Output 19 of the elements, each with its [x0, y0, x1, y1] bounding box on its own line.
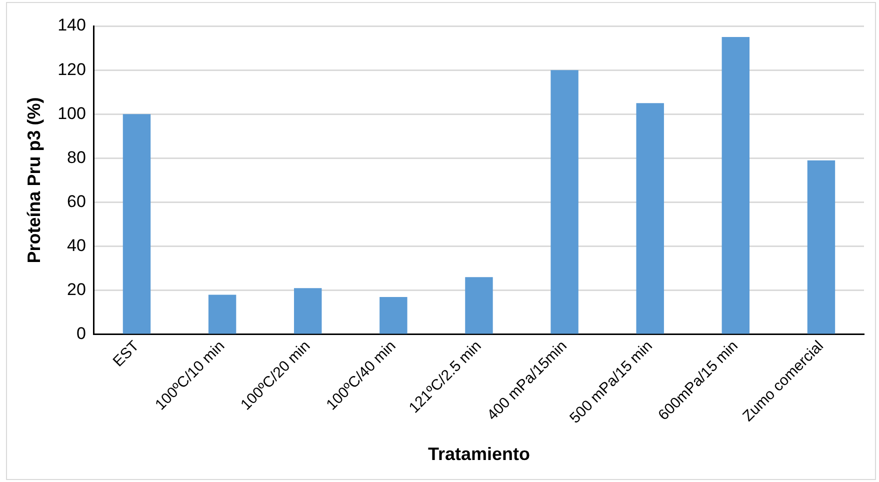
bar — [550, 70, 578, 334]
y-axis-title: Proteína Pru p3 (%) — [24, 97, 44, 264]
y-tick-label: 20 — [67, 280, 86, 300]
y-tick-label: 120 — [58, 60, 86, 79]
bar — [722, 37, 750, 334]
bar — [294, 288, 322, 334]
y-tick-label: 40 — [67, 236, 86, 255]
bar — [636, 103, 664, 334]
bar — [208, 294, 236, 334]
bar — [122, 114, 151, 334]
y-tick-label: 140 — [58, 16, 86, 35]
x-axis-title: Tratamiento — [428, 444, 530, 464]
y-tick-label: 80 — [67, 148, 86, 167]
bar — [465, 277, 493, 334]
y-tick-label: 0 — [76, 324, 86, 344]
y-tick-label: 60 — [67, 192, 86, 211]
y-tick-label: 100 — [58, 104, 86, 123]
bar — [807, 160, 836, 334]
bar — [380, 296, 408, 334]
